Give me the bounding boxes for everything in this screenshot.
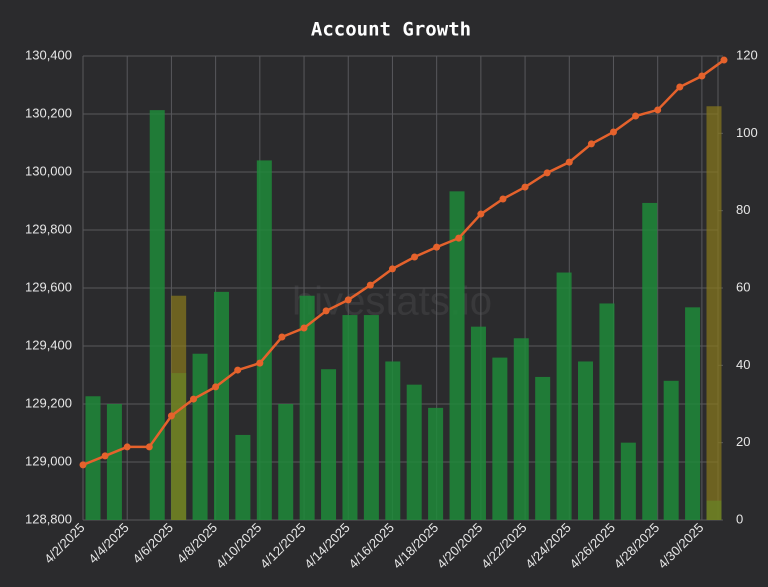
point — [521, 183, 529, 191]
bar — [428, 407, 444, 520]
bar — [513, 338, 529, 520]
bar — [556, 272, 572, 520]
bar — [706, 106, 722, 521]
point — [366, 281, 374, 289]
y-tick-label: 130,400 — [25, 47, 72, 62]
bar — [256, 160, 272, 520]
bar — [406, 384, 422, 520]
point — [543, 169, 551, 177]
bar — [663, 380, 679, 520]
point — [212, 383, 220, 391]
bar — [235, 434, 251, 520]
point — [234, 366, 242, 374]
point — [256, 359, 264, 367]
bar — [342, 315, 358, 520]
point — [698, 72, 706, 80]
bar — [321, 369, 337, 520]
y-tick-label: 129,200 — [25, 395, 72, 410]
point — [79, 461, 87, 469]
y2-tick-label: 100 — [736, 125, 758, 140]
bar — [449, 191, 465, 521]
bar — [642, 202, 658, 520]
bar — [192, 353, 208, 520]
y-tick-label: 130,200 — [25, 105, 72, 120]
bar — [149, 110, 165, 520]
bar — [535, 376, 551, 520]
point — [300, 324, 308, 332]
point — [676, 83, 684, 91]
bar — [599, 303, 615, 520]
bar — [620, 442, 636, 520]
point — [344, 296, 352, 304]
bar — [213, 291, 229, 520]
bar — [363, 315, 379, 520]
y-tick-label: 128,800 — [25, 511, 72, 526]
point — [499, 195, 507, 203]
point — [565, 158, 573, 166]
y2-tick-label: 40 — [736, 357, 750, 372]
y2-tick-label: 0 — [736, 511, 743, 526]
y-tick-label: 129,000 — [25, 453, 72, 468]
bar — [299, 295, 315, 520]
chart-title: Account Growth — [311, 19, 471, 41]
bar — [85, 396, 101, 520]
bar — [106, 404, 122, 520]
point — [145, 443, 153, 451]
y2-tick-label: 20 — [736, 434, 750, 449]
point — [411, 253, 419, 261]
point — [654, 106, 662, 114]
point — [322, 307, 330, 315]
y-tick-label: 129,400 — [25, 337, 72, 352]
point — [587, 140, 595, 148]
bar — [492, 357, 508, 520]
bar — [578, 361, 594, 520]
point — [720, 56, 728, 64]
y2-tick-label: 80 — [736, 202, 750, 217]
point — [632, 112, 640, 120]
y-tick-label: 129,800 — [25, 221, 72, 236]
point — [477, 210, 485, 218]
y2-tick-label: 60 — [736, 279, 750, 294]
point — [278, 333, 286, 341]
point — [190, 395, 198, 403]
point — [167, 412, 175, 420]
bar — [470, 326, 486, 520]
y-tick-label: 129,600 — [25, 279, 72, 294]
point — [123, 443, 131, 451]
point — [388, 265, 396, 273]
bar — [278, 404, 294, 520]
line — [82, 59, 725, 467]
point — [433, 243, 441, 251]
bar — [385, 361, 401, 520]
y2-tick-label: 120 — [736, 47, 758, 62]
point — [455, 234, 463, 242]
point — [101, 452, 109, 460]
bar — [685, 307, 701, 520]
y-tick-label: 130,000 — [25, 163, 72, 178]
bar — [171, 295, 187, 520]
point — [609, 128, 617, 136]
